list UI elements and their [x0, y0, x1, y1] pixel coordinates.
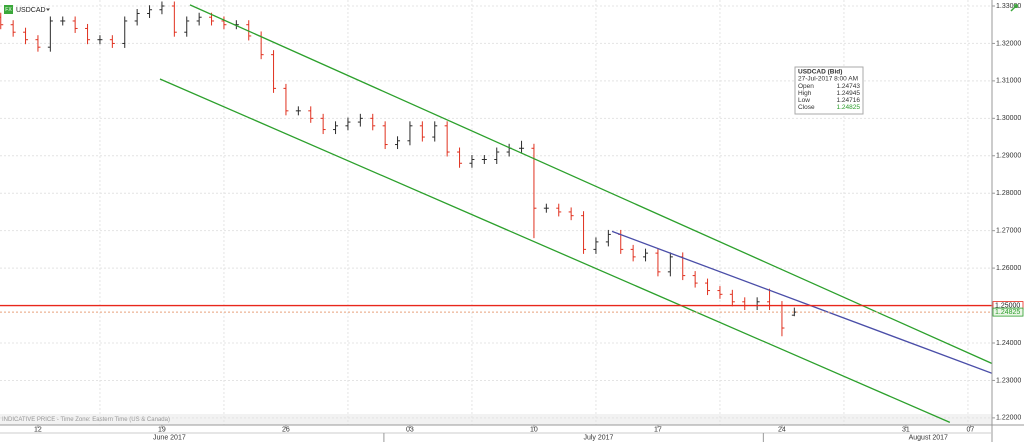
footnote-band: [0, 414, 992, 425]
level-label: 1.24825: [995, 309, 1020, 316]
overlays: [0, 4, 992, 423]
y-tick-label: 1.23000: [996, 377, 1021, 384]
info-timestamp: 27-Jul-2017 8:00 AM: [798, 76, 858, 83]
trend-line: [159, 78, 951, 423]
level-label: 1.25000: [995, 302, 1020, 309]
y-tick-label: 1.22000: [996, 415, 1021, 422]
info-value: 1.24716: [837, 97, 861, 104]
y-tick-label: 1.33000: [996, 3, 1021, 10]
info-label: High: [798, 90, 812, 97]
y-tick-label: 1.27000: [996, 228, 1021, 235]
expand-icon[interactable]: [1010, 4, 1018, 12]
level-label-box: [992, 307, 1024, 317]
x-tick-label: 10: [530, 426, 538, 433]
trend-line: [189, 4, 992, 365]
info-title: USDCAD (Bid): [798, 69, 842, 76]
footnote: INDICATIVE PRICE - Time Zone: Eastern Ti…: [2, 417, 170, 423]
x-tick-label: 03: [406, 426, 414, 433]
info-label: Open: [798, 83, 814, 90]
fx-badge: [4, 5, 13, 14]
month-label: August 2017: [909, 434, 948, 441]
y-tick-label: 1.24000: [996, 340, 1021, 347]
x-tick-label: 07: [967, 426, 975, 433]
y-tick-label: 1.30000: [996, 115, 1021, 122]
y-tick-label: 1.32000: [996, 40, 1021, 47]
x-tick-label: 12: [34, 426, 42, 433]
y-tick-label: 1.26000: [996, 265, 1021, 272]
info-value: 1.24945: [837, 90, 861, 97]
x-tick-label: 31: [902, 426, 910, 433]
month-label: June 2017: [153, 434, 186, 441]
x-tick-label: 17: [654, 426, 662, 433]
info-label: Close: [798, 104, 815, 111]
info-box-frame: [794, 66, 864, 115]
marks: [0, 1, 797, 337]
x-tick-label: 26: [282, 426, 290, 433]
x-tick-label: 24: [778, 426, 786, 433]
axes: 1.22000 1.23000 1.24000 1.25000 1.26000 1.270…: [34, 3, 1024, 442]
symbol[interactable]: USDCAD: [16, 7, 46, 14]
x-tick-label: 19: [158, 426, 166, 433]
info-label: Low: [798, 97, 810, 104]
month-label: July 2017: [583, 434, 613, 441]
info-value: 1.24743: [837, 83, 861, 90]
y-tick-label: 1.29000: [996, 153, 1021, 160]
info-box: USDCAD (Bid) 27-Jul-2017 8:00 AM Open Hi…: [794, 66, 864, 115]
fx-badge-text: FX: [5, 7, 12, 13]
grid: [0, 0, 992, 425]
y-tick-label: 1.31000: [996, 78, 1021, 85]
symbol-dropdown[interactable]: [46, 8, 50, 12]
y-tick-label: 1.28000: [996, 190, 1021, 197]
info-value: 1.24825: [837, 104, 861, 111]
trend-line: [611, 230, 992, 375]
